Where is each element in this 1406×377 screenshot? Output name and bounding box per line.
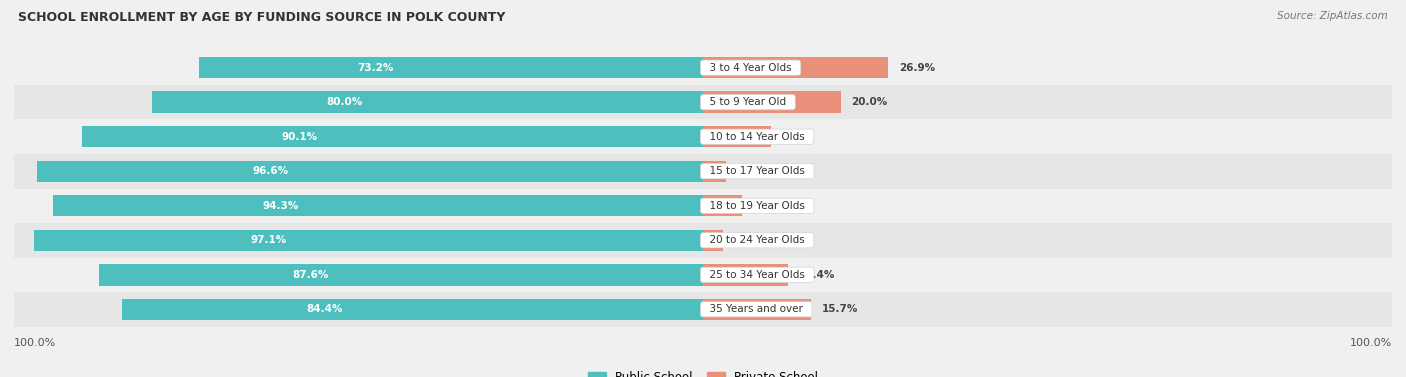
Bar — [121, 299, 703, 320]
Bar — [34, 230, 703, 251]
Text: SCHOOL ENROLLMENT BY AGE BY FUNDING SOURCE IN POLK COUNTY: SCHOOL ENROLLMENT BY AGE BY FUNDING SOUR… — [18, 11, 506, 24]
Bar — [703, 230, 723, 251]
Text: 10 to 14 Year Olds: 10 to 14 Year Olds — [703, 132, 811, 142]
Text: 2.9%: 2.9% — [734, 235, 762, 245]
Bar — [703, 264, 789, 285]
Bar — [703, 299, 811, 320]
Bar — [703, 57, 889, 78]
Text: 9.9%: 9.9% — [782, 132, 810, 142]
Text: 18 to 19 Year Olds: 18 to 19 Year Olds — [703, 201, 811, 211]
Text: 20.0%: 20.0% — [851, 97, 887, 107]
Bar — [14, 257, 1392, 292]
Text: 3.4%: 3.4% — [737, 166, 766, 176]
Bar — [14, 292, 1392, 326]
Text: 26.9%: 26.9% — [898, 63, 935, 73]
Text: 20 to 24 Year Olds: 20 to 24 Year Olds — [703, 235, 811, 245]
Bar — [703, 161, 727, 182]
Bar — [703, 126, 772, 147]
Text: 3 to 4 Year Olds: 3 to 4 Year Olds — [703, 63, 799, 73]
Text: 90.1%: 90.1% — [281, 132, 318, 142]
Text: 5.7%: 5.7% — [752, 201, 782, 211]
Text: 12.4%: 12.4% — [799, 270, 835, 280]
Bar — [14, 85, 1392, 120]
Bar — [14, 51, 1392, 85]
Text: 96.6%: 96.6% — [252, 166, 288, 176]
Text: 94.3%: 94.3% — [263, 201, 299, 211]
Text: Source: ZipAtlas.com: Source: ZipAtlas.com — [1277, 11, 1388, 21]
Text: 84.4%: 84.4% — [307, 304, 343, 314]
Text: 5 to 9 Year Old: 5 to 9 Year Old — [703, 97, 793, 107]
Bar — [198, 57, 703, 78]
Text: 15 to 17 Year Olds: 15 to 17 Year Olds — [703, 166, 811, 176]
Text: 73.2%: 73.2% — [357, 63, 394, 73]
Bar — [14, 120, 1392, 154]
Bar — [83, 126, 703, 147]
Text: 87.6%: 87.6% — [292, 270, 329, 280]
Bar — [703, 195, 742, 216]
Text: 35 Years and over: 35 Years and over — [703, 304, 810, 314]
Text: 97.1%: 97.1% — [250, 235, 287, 245]
Text: 80.0%: 80.0% — [326, 97, 363, 107]
Bar — [38, 161, 703, 182]
Legend: Public School, Private School: Public School, Private School — [583, 366, 823, 377]
Bar — [14, 223, 1392, 257]
Bar — [14, 154, 1392, 188]
Text: 25 to 34 Year Olds: 25 to 34 Year Olds — [703, 270, 811, 280]
Bar — [152, 92, 703, 113]
Bar — [100, 264, 703, 285]
Text: 100.0%: 100.0% — [1350, 338, 1392, 348]
Bar — [14, 188, 1392, 223]
Bar — [703, 92, 841, 113]
Bar — [53, 195, 703, 216]
Text: 15.7%: 15.7% — [821, 304, 858, 314]
Text: 100.0%: 100.0% — [14, 338, 56, 348]
